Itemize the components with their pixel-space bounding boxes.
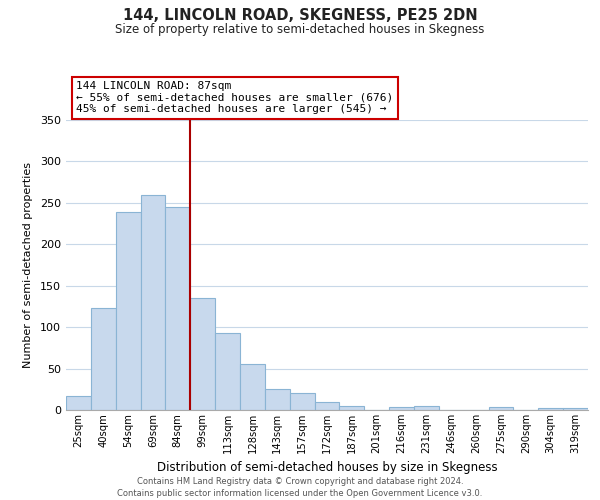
Text: Contains HM Land Registry data © Crown copyright and database right 2024.: Contains HM Land Registry data © Crown c… bbox=[137, 478, 463, 486]
Bar bbox=[215, 333, 240, 410]
X-axis label: Distribution of semi-detached houses by size in Skegness: Distribution of semi-detached houses by … bbox=[157, 462, 497, 474]
Bar bbox=[140, 196, 166, 410]
Bar bbox=[563, 408, 588, 410]
Text: Contains public sector information licensed under the Open Government Licence v3: Contains public sector information licen… bbox=[118, 489, 482, 498]
Bar bbox=[488, 406, 514, 410]
Bar bbox=[166, 207, 190, 410]
Bar bbox=[340, 406, 364, 410]
Bar bbox=[389, 406, 414, 410]
Bar bbox=[265, 390, 290, 410]
Text: 144, LINCOLN ROAD, SKEGNESS, PE25 2DN: 144, LINCOLN ROAD, SKEGNESS, PE25 2DN bbox=[122, 8, 478, 22]
Y-axis label: Number of semi-detached properties: Number of semi-detached properties bbox=[23, 162, 33, 368]
Text: 144 LINCOLN ROAD: 87sqm
← 55% of semi-detached houses are smaller (676)
45% of s: 144 LINCOLN ROAD: 87sqm ← 55% of semi-de… bbox=[76, 81, 394, 114]
Bar bbox=[538, 408, 563, 410]
Bar bbox=[414, 406, 439, 410]
Bar bbox=[91, 308, 116, 410]
Bar bbox=[66, 396, 91, 410]
Text: Size of property relative to semi-detached houses in Skegness: Size of property relative to semi-detach… bbox=[115, 22, 485, 36]
Bar bbox=[190, 298, 215, 410]
Bar bbox=[314, 402, 340, 410]
Bar bbox=[240, 364, 265, 410]
Bar bbox=[290, 394, 314, 410]
Bar bbox=[116, 212, 140, 410]
